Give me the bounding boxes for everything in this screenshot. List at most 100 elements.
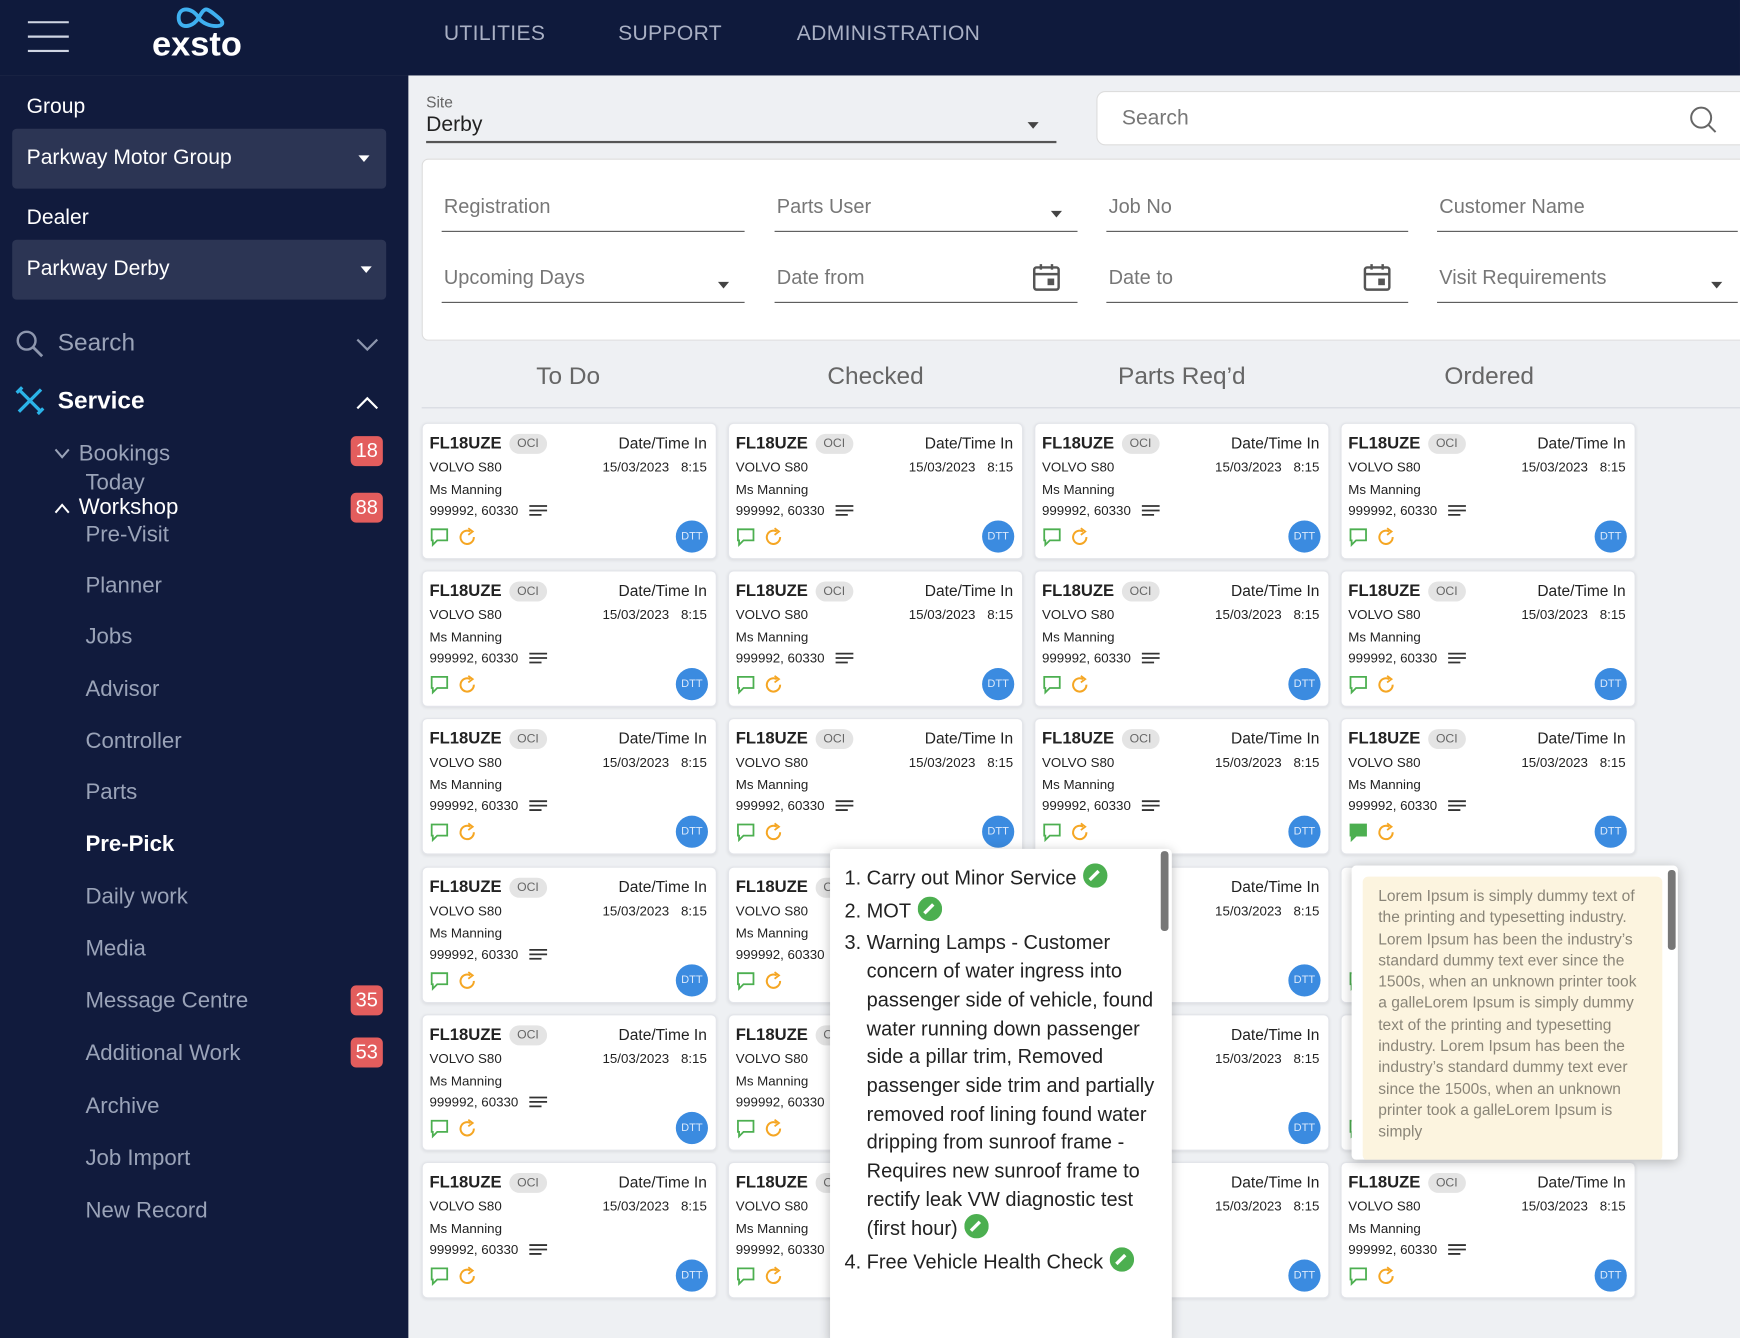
job-card[interactable]: FL18UZE OCI Date/Time In VOLVO S80 15/03/202…: [1340, 422, 1636, 560]
menu-item[interactable]: Controller: [85, 729, 182, 754]
menu-item[interactable]: Jobs: [85, 624, 133, 650]
job-numbers: 999992, 60330: [1348, 1241, 1438, 1258]
notes-icon: [528, 1095, 548, 1108]
job-card[interactable]: FL18UZE OCI Date/Time In VOLVO S80 15/03/202…: [727, 717, 1024, 855]
date-label: Date/Time In: [1231, 433, 1320, 452]
comment-icon-svg: [737, 528, 755, 548]
comment-icon-svg: [1349, 1267, 1367, 1287]
menu-bookings[interactable]: Bookings: [78, 441, 171, 467]
filter-field[interactable]: Date to: [1106, 257, 1409, 303]
model: VOLVO S80: [735, 459, 809, 475]
divider: [421, 407, 1740, 409]
logo[interactable]: exsto: [152, 24, 242, 64]
filter-field[interactable]: Customer Name: [1437, 186, 1738, 232]
job-card[interactable]: FL18UZE OCI Date/Time In VOLVO S80 15/03/202…: [421, 570, 717, 707]
filter-field[interactable]: Parts User: [774, 186, 1078, 232]
menu-service[interactable]: Service: [57, 386, 145, 414]
job-numbers: 999992, 60330: [735, 502, 825, 519]
filter-field[interactable]: Job No: [1106, 186, 1409, 232]
time: 8:15: [680, 607, 707, 623]
filter-field[interactable]: Visit Requirements: [1437, 257, 1738, 303]
search-box[interactable]: Search: [1096, 90, 1740, 146]
model: VOLVO S80: [429, 903, 502, 919]
assignee: DTT: [982, 520, 1015, 553]
customer: Ms Manning: [1041, 776, 1115, 793]
refresh-icon: [457, 675, 477, 695]
icon-svg: [1083, 863, 1108, 888]
menu-workshop[interactable]: Workshop: [78, 494, 179, 520]
group-label: Group: [26, 95, 86, 119]
dealer-select[interactable]: Parkway Derby: [12, 239, 387, 300]
assignee: DTT: [1288, 964, 1321, 997]
menu-item[interactable]: Pre-Visit: [85, 522, 169, 548]
menu-item[interactable]: Job Import: [85, 1146, 191, 1171]
nav-link[interactable]: UTILITIES: [443, 22, 546, 46]
job-card[interactable]: FL18UZE OCI Date/Time In VOLVO S80 15/03/202…: [421, 1161, 717, 1299]
menu-item[interactable]: Today: [85, 470, 145, 495]
job-card[interactable]: FL18UZE OCI Date/Time In VOLVO S80 15/03/202…: [1340, 570, 1636, 707]
job-card[interactable]: FL18UZE OCI Date/Time In VOLVO S80 15/03/202…: [1340, 1161, 1636, 1299]
job-card[interactable]: FL18UZE OCI Date/Time In VOLVO S80 15/03/202…: [727, 570, 1024, 707]
refresh-icon: [457, 971, 477, 991]
caret: [358, 155, 370, 163]
notes-icon-svg: [835, 800, 854, 811]
filter-label: Visit Requirements: [1439, 266, 1607, 289]
menu-item[interactable]: Pre-Pick: [85, 832, 175, 857]
filter-field[interactable]: Upcoming Days: [441, 257, 745, 303]
model: VOLVO S80: [735, 903, 809, 919]
job-numbers: 999992, 60330: [1041, 502, 1131, 519]
job-card[interactable]: FL18UZE OCI Date/Time In VOLVO S80 15/03/202…: [1034, 717, 1330, 855]
customer: Ms Manning: [735, 481, 809, 498]
job-card[interactable]: FL18UZE OCI Date/Time In VOLVO S80 15/03/202…: [421, 866, 717, 1004]
refresh-icon: [763, 527, 783, 547]
menu-item[interactable]: Parts: [85, 780, 138, 805]
job-card[interactable]: FL18UZE OCI Date/Time In VOLVO S80 15/03/202…: [1340, 717, 1636, 855]
job-card[interactable]: FL18UZE OCI Date/Time In VOLVO S80 15/03/202…: [421, 422, 717, 560]
refresh-icon: [1376, 675, 1396, 695]
nav-link[interactable]: SUPPORT: [618, 22, 722, 46]
customer: Ms Manning: [429, 1220, 502, 1237]
job-card[interactable]: FL18UZE OCI Date/Time In VOLVO S80 15/03/202…: [421, 717, 717, 855]
menu-item[interactable]: Advisor: [85, 676, 160, 702]
job-card[interactable]: FL18UZE OCI Date/Time In VOLVO S80 15/03/202…: [727, 422, 1024, 560]
time: 8:15: [1293, 459, 1320, 475]
date-label: Date/Time In: [618, 581, 707, 600]
filter-field[interactable]: Registration: [441, 186, 745, 232]
notes-icon-svg: [529, 652, 548, 664]
registration: FL18UZE: [735, 581, 808, 601]
menu-item[interactable]: Daily work: [85, 884, 188, 909]
job-card[interactable]: FL18UZE OCI Date/Time In VOLVO S80 15/03/202…: [1034, 570, 1330, 707]
menu-button[interactable]: [27, 21, 70, 53]
menu-item[interactable]: Message Centre: [85, 988, 249, 1014]
customer: Ms Manning: [1348, 629, 1421, 645]
site-value[interactable]: Derby: [426, 113, 483, 137]
job-item: Free Vehicle Health Check: [867, 1247, 1167, 1280]
registration: FL18UZE: [735, 1025, 808, 1045]
menu-item[interactable]: Planner: [85, 573, 162, 599]
time: 8:15: [680, 459, 707, 475]
time: 8:15: [1599, 607, 1626, 623]
icon-svg: [964, 1214, 989, 1239]
date: 15/03/2023: [602, 903, 670, 919]
comment-icon: [736, 527, 756, 548]
group-select[interactable]: Parkway Motor Group: [12, 128, 387, 189]
job-item: Warning Lamps - Customer concern of wate…: [867, 929, 1167, 1247]
nav-link[interactable]: ADMINISTRATION: [796, 22, 981, 46]
date-label: Date/Time In: [924, 729, 1014, 747]
customer: Ms Manning: [429, 776, 502, 793]
time: 8:15: [1599, 459, 1626, 475]
notes-icon: [528, 1243, 548, 1256]
menu-item[interactable]: Media: [85, 936, 146, 961]
menu-item[interactable]: Additional Work: [85, 1040, 241, 1066]
job-card[interactable]: FL18UZE OCI Date/Time In VOLVO S80 15/03/202…: [421, 1014, 717, 1151]
menu-item[interactable]: Archive: [85, 1094, 160, 1119]
menu-item[interactable]: New Record: [85, 1198, 208, 1223]
refresh-icon-svg: [459, 971, 475, 989]
date-label: Date/Time In: [618, 433, 707, 452]
job-card[interactable]: FL18UZE OCI Date/Time In VOLVO S80 15/03/202…: [1034, 422, 1330, 560]
filter-field[interactable]: Date from: [774, 257, 1078, 303]
menu-search[interactable]: Search: [57, 328, 136, 357]
comment-icon: [736, 822, 756, 843]
job-item: MOT: [867, 896, 1167, 929]
